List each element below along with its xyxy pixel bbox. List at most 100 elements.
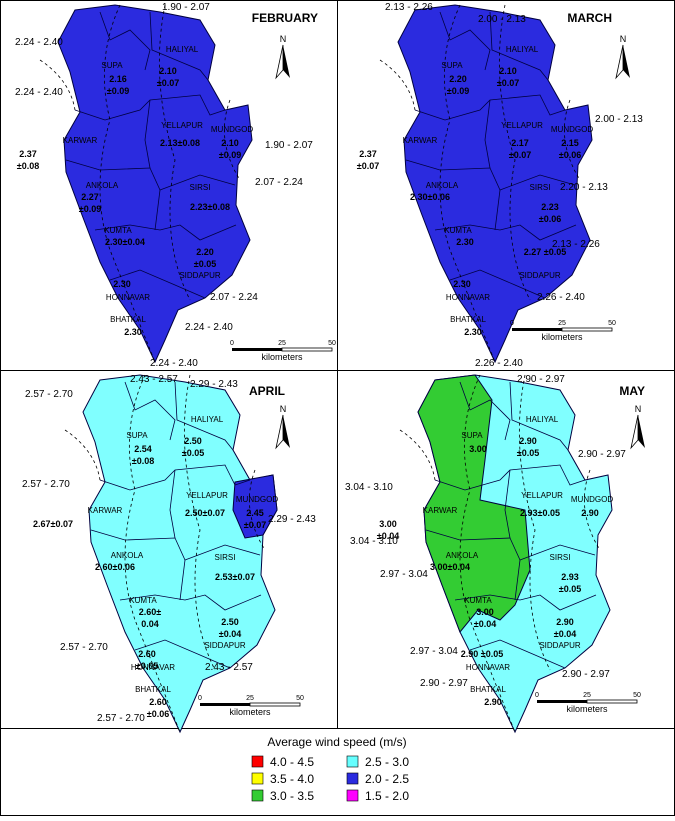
district-name: MUNDGOD [236, 495, 278, 504]
district-name: KARWAR [423, 506, 458, 515]
isoline-label: 2.43 - 2.57 [130, 374, 178, 385]
district-value: 2.93±0.05 [520, 508, 560, 518]
district-value: 2.50±0.07 [185, 508, 225, 518]
scale-unit: kilometers [566, 704, 608, 714]
district-value: 2.30 [124, 327, 142, 337]
district-name: HALIYAL [191, 415, 224, 424]
district-name: SIDDAPUR [204, 641, 246, 650]
legend-label: 3.0 - 3.5 [270, 789, 314, 803]
north-label: N [280, 404, 287, 414]
isoline-label: 2.57 - 2.70 [22, 479, 70, 490]
district-value: 2.30±0.06 [410, 192, 450, 202]
isoline-label: 2.24 - 2.40 [150, 358, 198, 369]
scale-label: 50 [296, 695, 304, 702]
isoline-label: 2.24 - 2.40 [15, 87, 63, 98]
district-value: 2.90 [484, 697, 502, 707]
isoline-label: 2.24 - 2.40 [185, 322, 233, 333]
district-value: 2.90 [581, 508, 599, 518]
scale-unit: kilometers [229, 707, 271, 717]
scale-label: 25 [558, 320, 566, 327]
isoline-label: 2.13 - 2.26 [385, 2, 433, 13]
district-name: KARWAR [403, 136, 438, 145]
district-name: BHATKAL [110, 315, 146, 324]
district-value: 3.00 [469, 444, 487, 454]
district-name: SIRSI [215, 553, 236, 562]
legend-swatch [346, 755, 359, 768]
month-title: FEBRUARY [252, 11, 318, 25]
district-value: 2.37 [359, 149, 377, 159]
district-value: 2.23±0.08 [190, 202, 230, 212]
district-value: ±0.09 [447, 86, 469, 96]
scale-bar [200, 703, 250, 706]
district-name: KUMTA [444, 226, 472, 235]
district-value: ±0.07 [497, 78, 519, 88]
district-name: MUNDGOD [571, 495, 613, 504]
isoline-label: 2.26 - 2.40 [475, 358, 523, 369]
legend-label: 4.0 - 4.5 [270, 755, 314, 769]
district-value: 2.30 [456, 237, 474, 247]
scale-label: 50 [608, 320, 616, 327]
district-value: 2.15 [561, 138, 579, 148]
isoline-label: 2.26 - 2.40 [537, 292, 585, 303]
scale-bar [232, 348, 282, 351]
district-value: 2.60±0.06 [95, 562, 135, 572]
district-name: SIDDAPUR [539, 641, 581, 650]
district-value: ±0.07 [157, 78, 179, 88]
district-name: SIRSI [550, 553, 571, 562]
district-name: MUNDGOD [211, 125, 253, 134]
isoline-label: 2.57 - 2.70 [97, 713, 145, 724]
map-apr [64, 374, 291, 733]
scale-label: 0 [510, 320, 514, 327]
district-value: 2.90 ±0.05 [461, 649, 503, 659]
isoline-label: 2.00 - 2.13 [595, 114, 643, 125]
district-value: 2.20 [196, 247, 214, 257]
district-value: 2.13±0.08 [160, 138, 200, 148]
district-value: 2.50 [221, 617, 239, 627]
district-name: YELLAPUR [186, 491, 228, 500]
district-value: 2.90 [556, 617, 574, 627]
isoline-label: 2.90 - 2.97 [562, 669, 610, 680]
isoline-label: 2.24 - 2.40 [15, 37, 63, 48]
scale-label: 0 [198, 695, 202, 702]
district-name: KARWAR [88, 506, 123, 515]
legend-label: 1.5 - 2.0 [365, 789, 409, 803]
district-value: ±0.06 [147, 709, 169, 719]
district-value: ±0.06 [559, 150, 581, 160]
district-name: KUMTA [104, 226, 132, 235]
legend-swatch [251, 755, 264, 768]
north-label: N [620, 34, 627, 44]
district-value: ±0.05 [559, 584, 581, 594]
district-value: ±0.04 [474, 619, 496, 629]
isoline-label: 2.57 - 2.70 [25, 389, 73, 400]
scale-label: 0 [230, 340, 234, 347]
district-value: ±0.05 [182, 448, 204, 458]
district-value: 2.67±0.07 [33, 519, 73, 529]
district-value: ±0.08 [17, 161, 39, 171]
district-name: SIRSI [190, 183, 211, 192]
district-value: ±0.05 [194, 259, 216, 269]
district-value: 2.10 [159, 66, 177, 76]
district-value: 0.04 [141, 619, 159, 629]
isoline-label: 2.97 - 3.04 [410, 646, 458, 657]
legend-label: 2.0 - 2.5 [365, 772, 409, 786]
district-name: HALIYAL [166, 45, 199, 54]
district-value: 2.60± [139, 607, 162, 617]
district-value: ±0.04 [554, 629, 576, 639]
district-value: 2.30 [453, 279, 471, 289]
district-value: 2.16 [109, 74, 127, 84]
district-value: ±0.05 [517, 448, 539, 458]
legend-title: Average wind speed (m/s) [267, 735, 406, 749]
isoline-label: 2.13 - 2.26 [552, 239, 600, 250]
district-value: ±0.07 [509, 150, 531, 160]
isoline-label: 3.04 - 3.10 [350, 536, 398, 547]
district-value: 2.90 [519, 436, 537, 446]
district-name: YELLAPUR [521, 491, 563, 500]
district-name: YELLAPUR [501, 121, 543, 130]
district-value: ±0.07 [244, 520, 266, 530]
district-name: YELLAPUR [161, 121, 203, 130]
district-value: 2.30 [464, 327, 482, 337]
isoline-label: 2.90 - 2.97 [420, 678, 468, 689]
legend-label: 2.5 - 3.0 [365, 755, 409, 769]
scale-bar [561, 327, 613, 332]
